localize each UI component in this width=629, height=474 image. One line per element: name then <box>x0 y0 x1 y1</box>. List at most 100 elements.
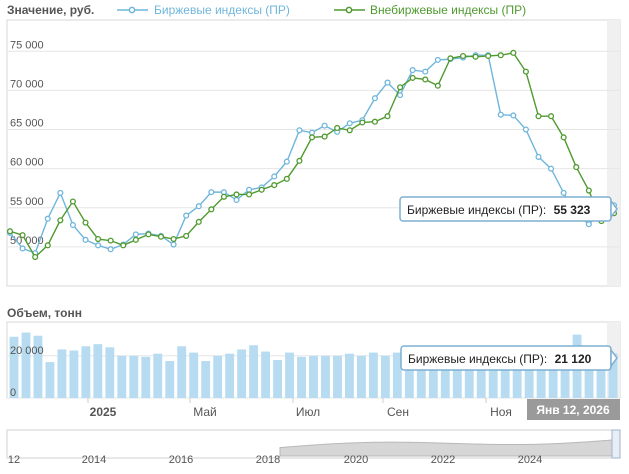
otc-point[interactable] <box>321 133 328 140</box>
otc-point[interactable] <box>497 52 504 59</box>
otc-point[interactable] <box>271 182 278 189</box>
exchange-point[interactable] <box>283 158 290 165</box>
exchange-point[interactable] <box>560 189 567 196</box>
volume-bar[interactable] <box>464 355 474 398</box>
exchange-point[interactable] <box>321 122 328 129</box>
volume-bar[interactable] <box>321 355 330 398</box>
otc-point[interactable] <box>308 134 316 141</box>
volume-bar[interactable] <box>356 355 366 398</box>
otc-point[interactable] <box>397 84 404 91</box>
otc-point[interactable] <box>95 236 102 243</box>
exchange-point[interactable] <box>510 112 517 119</box>
exchange-point[interactable] <box>409 67 416 74</box>
otc-point[interactable] <box>82 219 89 226</box>
volume-bar[interactable] <box>33 335 43 398</box>
volume-bar[interactable] <box>428 353 438 398</box>
otc-point[interactable] <box>510 49 517 56</box>
volume-bar[interactable] <box>440 355 450 398</box>
exchange-point[interactable] <box>233 196 240 203</box>
exchange-point[interactable] <box>397 92 404 99</box>
volume-bar[interactable] <box>225 353 235 398</box>
volume-bar[interactable] <box>380 355 390 398</box>
otc-point[interactable] <box>19 232 26 239</box>
otc-point[interactable] <box>346 127 353 134</box>
otc-point[interactable] <box>220 193 227 200</box>
otc-point[interactable] <box>246 191 253 198</box>
volume-bar[interactable] <box>608 353 618 398</box>
otc-point[interactable] <box>560 134 567 141</box>
otc-point[interactable] <box>485 52 492 60</box>
volume-bar[interactable] <box>584 355 594 398</box>
otc-point[interactable] <box>170 236 177 243</box>
otc-point[interactable] <box>44 242 51 249</box>
otc-point[interactable] <box>208 206 215 213</box>
exchange-point[interactable] <box>183 212 190 219</box>
exchange-point[interactable] <box>95 242 102 249</box>
volume-bar[interactable] <box>309 355 318 398</box>
otc-point[interactable] <box>32 254 39 261</box>
otc-point[interactable] <box>522 68 529 75</box>
volume-bar[interactable] <box>596 353 606 398</box>
exchange-point[interactable] <box>535 153 542 160</box>
otc-point[interactable] <box>157 233 165 240</box>
otc-point[interactable] <box>57 217 64 224</box>
exchange-point[interactable] <box>585 221 592 228</box>
volume-bar[interactable] <box>153 353 163 398</box>
otc-point[interactable] <box>535 113 542 120</box>
otc-point[interactable] <box>548 113 555 120</box>
volume-bar[interactable] <box>165 361 175 398</box>
exchange-point[interactable] <box>57 189 64 196</box>
exchange-point[interactable] <box>384 79 391 86</box>
otc-point[interactable] <box>384 113 391 120</box>
otc-point[interactable] <box>359 119 366 126</box>
volume-bar[interactable] <box>500 353 510 398</box>
volume-bar[interactable] <box>21 332 31 398</box>
otc-point[interactable] <box>409 74 416 81</box>
otc-point[interactable] <box>371 118 378 125</box>
exchange-point[interactable] <box>422 68 429 75</box>
volume-bar[interactable] <box>141 356 151 398</box>
volume-bar[interactable] <box>9 336 19 398</box>
legend-item-exchange[interactable]: Биржевые индексы (ПР) <box>117 3 290 17</box>
exchange-point[interactable] <box>44 215 51 222</box>
volume-bar[interactable] <box>345 353 354 398</box>
exchange-point[interactable] <box>371 95 378 102</box>
volume-bar[interactable] <box>404 353 414 398</box>
otc-point[interactable] <box>585 187 592 194</box>
volume-bar[interactable] <box>249 345 259 398</box>
exchange-point[interactable] <box>522 126 529 133</box>
volume-bar[interactable] <box>201 361 211 398</box>
volume-bar[interactable] <box>45 362 55 398</box>
volume-bar[interactable] <box>476 351 486 398</box>
otc-point[interactable] <box>69 198 76 205</box>
exchange-point[interactable] <box>132 231 139 238</box>
otc-point[interactable] <box>258 186 265 193</box>
volume-bar[interactable] <box>117 355 127 398</box>
exchange-point[interactable] <box>208 189 215 196</box>
volume-bar[interactable] <box>237 349 247 398</box>
volume-bar[interactable] <box>512 355 522 398</box>
volume-bar[interactable] <box>81 346 91 398</box>
volume-bar[interactable] <box>560 357 570 398</box>
otc-point[interactable] <box>107 237 114 244</box>
volume-bar[interactable] <box>488 357 498 398</box>
volume-bar[interactable] <box>213 355 223 398</box>
exchange-point[interactable] <box>434 56 441 63</box>
exchange-point[interactable] <box>346 120 353 127</box>
volume-bar[interactable] <box>105 347 115 398</box>
exchange-point[interactable] <box>107 246 114 253</box>
volume-bar[interactable] <box>189 352 199 398</box>
exchange-point[interactable] <box>82 236 89 243</box>
volume-bar[interactable] <box>392 352 402 398</box>
otc-point[interactable] <box>472 53 479 60</box>
volume-bar[interactable] <box>177 346 187 398</box>
volume-bar[interactable] <box>285 352 294 398</box>
otc-point[interactable] <box>183 232 190 239</box>
exchange-point[interactable] <box>296 127 303 134</box>
navigator-handle[interactable] <box>611 429 621 459</box>
otc-point[interactable] <box>434 82 441 89</box>
volume-bar[interactable] <box>524 351 534 398</box>
exchange-point[interactable] <box>170 241 177 248</box>
otc-point[interactable] <box>573 164 580 171</box>
